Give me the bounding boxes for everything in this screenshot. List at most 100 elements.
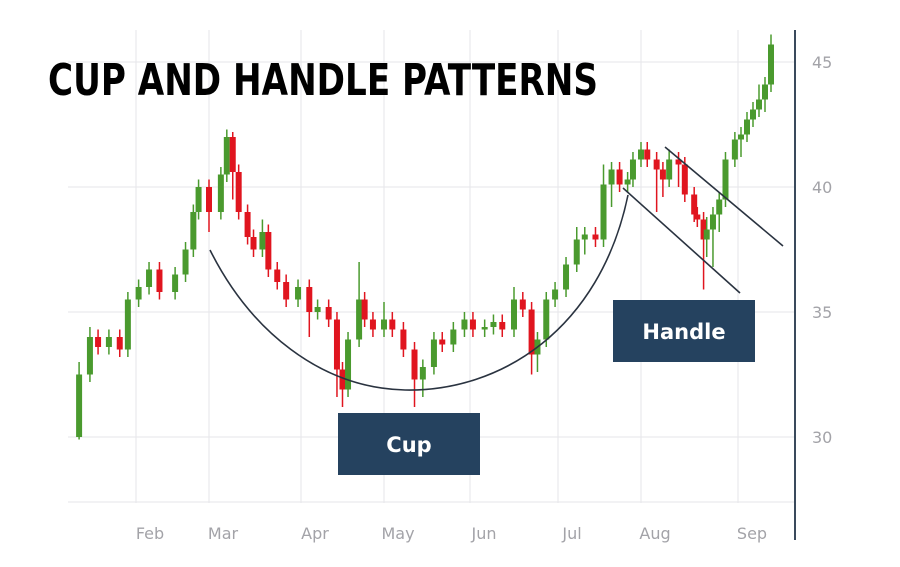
candle	[731, 132, 738, 167]
candle-body	[124, 299, 131, 350]
candle-body	[306, 287, 313, 312]
candle	[511, 287, 517, 337]
candle	[124, 292, 131, 357]
candle-body	[265, 232, 272, 270]
x-tick-label: Sep	[737, 524, 767, 543]
candle	[333, 312, 340, 397]
candle	[703, 217, 710, 257]
candle-body	[206, 187, 212, 212]
candle-body	[430, 339, 437, 367]
candle	[339, 362, 346, 407]
candle	[519, 292, 526, 317]
x-tick-label: Jul	[561, 524, 581, 543]
x-tick-label: Apr	[301, 524, 329, 543]
candle	[534, 332, 541, 372]
candle-body	[217, 174, 224, 212]
candle-body	[156, 269, 163, 292]
candle-body	[653, 159, 660, 170]
candle-body	[229, 137, 236, 172]
candle	[235, 164, 242, 220]
x-tick-labels: Feb Mar Apr May Jun Jul Aug Sep	[136, 524, 767, 543]
candle	[190, 204, 197, 257]
candle	[265, 224, 272, 277]
candle-body	[244, 212, 251, 237]
candle-body	[581, 234, 588, 240]
candle-body	[666, 159, 673, 180]
y-tick-label: 40	[812, 178, 832, 197]
handle-lower-line	[622, 187, 741, 294]
candle	[381, 302, 387, 337]
candle	[629, 152, 636, 187]
candle-body	[519, 299, 526, 310]
chart-title: CUP AND HANDLE PATTERNS	[48, 55, 598, 106]
candle	[369, 312, 376, 337]
y-tick-labels: 30 35 40 45	[812, 53, 832, 447]
candle-body	[411, 349, 418, 380]
candle-body	[400, 329, 407, 350]
candle	[694, 207, 701, 227]
candle-body	[629, 159, 636, 180]
candle-body	[283, 282, 290, 300]
candle	[95, 329, 102, 355]
candle-body	[469, 319, 476, 330]
candle-body	[511, 299, 517, 330]
candle-body	[195, 187, 202, 212]
candle-body	[744, 119, 750, 135]
candle	[543, 292, 550, 347]
candle-body	[95, 337, 102, 347]
candle	[223, 129, 230, 182]
cup-label-box: Cup	[338, 413, 480, 475]
candle	[314, 299, 321, 320]
candle-body	[563, 264, 570, 290]
candle-body	[543, 299, 550, 340]
candle	[389, 312, 396, 337]
candle-body	[259, 232, 266, 250]
candle-body	[314, 307, 321, 312]
candle-body	[691, 194, 698, 215]
candle	[439, 332, 446, 352]
candle	[182, 242, 189, 282]
candle-body	[339, 369, 346, 390]
candle	[250, 229, 257, 257]
candle-body	[499, 322, 506, 330]
candle-body	[182, 249, 189, 275]
candle-body	[722, 159, 729, 200]
candle-body	[172, 274, 179, 292]
candle-body	[608, 169, 615, 185]
candle	[744, 112, 750, 142]
candle-body	[675, 159, 682, 165]
candle-body	[356, 299, 363, 340]
candle-body	[756, 99, 762, 110]
candle-body	[490, 322, 497, 327]
candle-body	[738, 134, 744, 140]
candle-body	[731, 139, 738, 160]
candle-body	[389, 319, 396, 330]
handle-upper-line	[664, 146, 784, 247]
candle-body	[481, 327, 488, 330]
candle	[411, 342, 418, 407]
candle	[762, 77, 768, 112]
candle	[490, 314, 497, 335]
candle-body	[361, 299, 368, 320]
candles	[76, 34, 774, 440]
y-tick-label: 35	[812, 303, 832, 322]
candle	[666, 149, 673, 187]
candle	[592, 227, 599, 247]
candle	[691, 187, 698, 222]
candle	[345, 332, 352, 397]
y-tick-label: 30	[812, 428, 832, 447]
candle-body	[223, 137, 230, 175]
candle	[563, 257, 570, 297]
candle	[172, 267, 179, 300]
candle	[644, 142, 651, 167]
candle	[135, 279, 142, 307]
candle	[105, 329, 112, 355]
candle-body	[369, 319, 376, 330]
candle	[659, 162, 666, 197]
candle	[638, 142, 644, 167]
candle	[146, 262, 153, 295]
candle	[361, 292, 368, 327]
candle	[306, 279, 313, 337]
candle	[259, 219, 266, 257]
